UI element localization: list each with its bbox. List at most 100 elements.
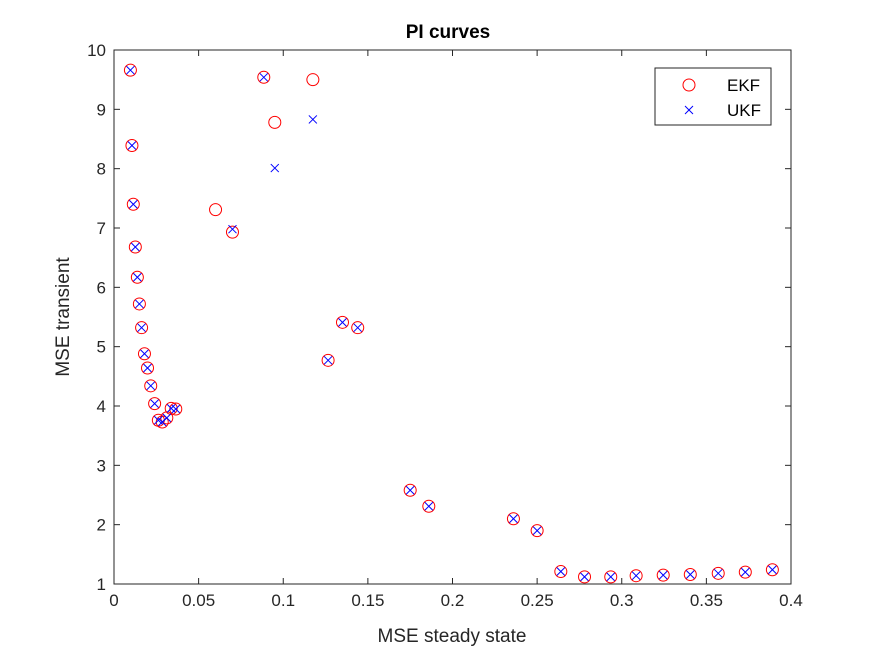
ukf-point [133,272,142,282]
ekf-point [144,379,158,393]
y-axis-label: MSE transient [53,257,74,377]
y-tick-label: 10 [87,41,106,60]
ukf-point [162,413,172,423]
ekf-point [738,565,752,579]
ukf-point [130,242,140,252]
ukf-point [308,115,318,124]
legend-ukf-label: UKF [727,101,761,120]
x-tick-label: 0.3 [610,591,634,610]
ukf-point [127,141,137,150]
ukf-point [128,199,138,209]
y-tick-label: 7 [97,219,106,238]
ekf-point [148,397,162,411]
x-tick-label: 0 [109,591,118,610]
y-tick-label: 6 [97,278,106,297]
ukf-point [768,565,777,575]
ekf-point [126,197,140,211]
ekf-point [578,570,592,584]
ukf-point [137,323,146,333]
plot-area [113,49,792,585]
ukf-point [126,65,135,75]
ekf-point [506,512,520,526]
ukf-point [150,399,159,408]
x-tick-label: 0.25 [521,591,554,610]
ekf-point [530,524,544,538]
y-tick-label: 5 [97,338,106,357]
ekf-point [403,483,417,497]
ukf-point [658,570,668,580]
ekf-point [128,240,142,254]
x-tick-label: 0.2 [441,591,465,610]
ekf-point [629,569,643,583]
x-tick-label: 0.4 [779,591,803,610]
ekf-point [169,402,183,416]
y-tick-label: 8 [97,160,106,179]
y-tick-label: 2 [97,516,106,535]
ukf-point [509,514,518,524]
ekf-point [123,63,137,77]
ekf-point [137,347,151,361]
x-axis-label: MSE steady state [378,626,527,647]
y-axis: 1 2 3 4 5 6 7 8 9 10 [87,41,791,594]
x-tick-label: 0.1 [271,591,295,610]
ekf-point [335,315,349,329]
chart-title: PI curves [406,22,491,43]
ukf-point [740,567,750,577]
ekf-point [164,401,178,415]
y-tick-label: 9 [97,100,106,119]
ekf-point [711,566,725,580]
ekf-point [130,270,144,284]
ekf-point [132,297,146,311]
legend-box [654,67,772,126]
legend: EKF UKF [654,67,772,126]
ukf-point [146,381,156,391]
ekf-point [656,568,670,582]
ekf-point [268,115,282,129]
x-tick-label: 0.15 [351,591,384,610]
ekf-point [321,353,335,367]
ekf-point [141,361,155,375]
ekf-point [135,321,149,335]
ukf-point [323,355,333,365]
x-tick-label: 0.05 [182,591,215,610]
ukf-point [580,572,589,582]
ukf-point [532,526,542,535]
ukf-point [685,570,695,579]
x-tick-label: 0.35 [690,591,723,610]
ukf-point [171,404,181,414]
ukf-point [353,323,363,333]
ukf-point [140,349,149,359]
ekf-point [422,499,436,513]
ekf-point [351,321,365,335]
ekf-point [225,225,239,239]
ekf-point [125,139,139,153]
ekf-point [257,70,271,84]
legend-ekf-marker [682,78,696,92]
ukf-point [556,567,566,576]
ukf-point [270,163,280,173]
ukf-point [631,571,641,581]
ukf-point [424,501,434,511]
ekf-point [554,565,568,579]
ekf-point [765,563,779,577]
ukf-point [338,317,347,327]
ukf-point [135,299,144,309]
ukf-point [228,224,237,234]
legend-ukf-marker [684,105,694,115]
data-markers [123,63,779,584]
ukf-point [259,72,269,82]
ukf-point [606,572,616,582]
ukf-point [405,485,415,495]
x-axis: 0 0.05 0.1 0.15 0.2 0.25 0.3 0.35 0.4 [109,50,803,610]
legend-ekf-label: EKF [727,76,760,95]
y-tick-label: 4 [97,397,106,416]
ekf-point [683,568,697,582]
ekf-point [306,73,320,87]
ukf-point [713,568,723,578]
ekf-point [209,203,223,217]
ukf-point [143,363,152,373]
y-tick-label: 3 [97,456,106,475]
ekf-point [604,570,618,584]
y-tick-label: 1 [97,575,106,594]
